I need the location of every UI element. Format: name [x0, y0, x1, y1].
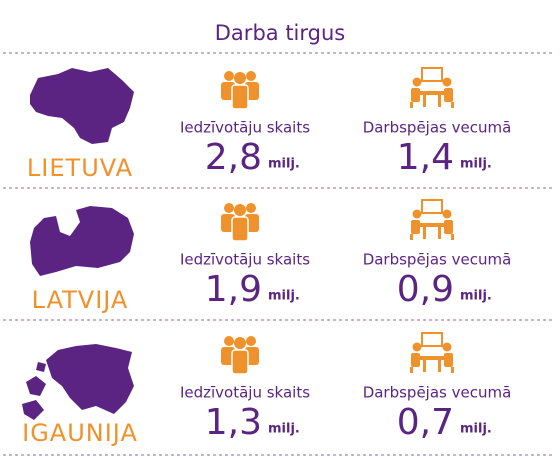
population-icon: [220, 335, 260, 375]
working-value: 1,4: [397, 137, 454, 178]
country-name: LIETUVA: [27, 154, 133, 182]
population-label: Iedzīvotāju skaits: [180, 251, 310, 269]
population-label: Iedzīvotāju skaits: [180, 119, 310, 137]
population-unit: milj.: [268, 422, 300, 437]
working-icon: [409, 67, 455, 109]
population-unit: milj.: [268, 157, 300, 172]
country-row: LIETUVA Iedzīvotāju skaits Darbspējas vecu…: [27, 67, 512, 182]
title: Darba tirgus: [215, 21, 345, 45]
working-icon: [409, 332, 455, 374]
working-unit: milj.: [460, 422, 492, 437]
working-unit: milj.: [460, 289, 492, 304]
population-icon: [220, 202, 260, 242]
working-unit: milj.: [460, 157, 492, 172]
working-value: 0,9: [397, 269, 454, 310]
working-value: 0,7: [397, 402, 454, 443]
country-map: [22, 344, 134, 420]
country-map: [30, 206, 134, 276]
population-label: Iedzīvotāju skaits: [180, 384, 310, 402]
working-label: Darbspējas vecumā: [363, 119, 512, 137]
country-map: [30, 68, 134, 144]
country-row: LATVIJA Iedzīvotāju skaits Darbspējas vecu…: [30, 199, 512, 314]
population-value: 2,8: [205, 137, 262, 178]
country-row: IGAUNIJA Iedzīvotāju skaits Darbspējas vec…: [22, 332, 512, 447]
population-icon: [220, 70, 260, 110]
country-name: IGAUNIJA: [22, 419, 138, 447]
working-icon: [409, 199, 455, 241]
country-name: LATVIJA: [32, 286, 129, 314]
working-label: Darbspējas vecumā: [363, 251, 512, 269]
population-value: 1,3: [205, 402, 262, 443]
population-unit: milj.: [268, 289, 300, 304]
working-label: Darbspējas vecumā: [363, 384, 512, 402]
population-value: 1,9: [205, 269, 262, 310]
